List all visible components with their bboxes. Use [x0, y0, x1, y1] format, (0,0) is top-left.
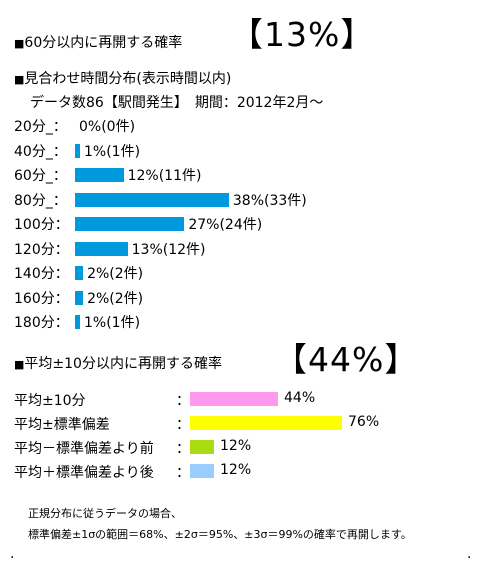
distribution-bar [75, 217, 185, 231]
heading-avg10-text: 平均±10分以内に再開する確率 [24, 356, 222, 372]
data-meta: データ数86【駅間発生】 期間：2012年2月〜 [30, 95, 324, 111]
probability-value-label: 12% [220, 462, 252, 478]
distribution-value-label: 12%(11件) [127, 168, 202, 184]
square-bullet-icon: ■ [14, 73, 25, 86]
distribution-value-label: 13%(12件) [131, 241, 206, 258]
distribution-value-label: 0%(0件) [79, 119, 136, 135]
probability-separator: ： [176, 417, 190, 433]
distribution-category-label: 80分_： [14, 192, 67, 209]
distribution-bar [75, 168, 124, 182]
probability-category-label: 平均±10分 [14, 393, 86, 409]
distribution-bar [75, 241, 128, 256]
probability-separator: ： [176, 393, 190, 409]
probability-category-label: 平均＋標準偏差より後 [14, 465, 154, 481]
distribution-value-label: 38%(33件) [232, 192, 307, 209]
heading-60min-text: 60分以内に再開する確率 [24, 35, 183, 51]
distribution-bar [75, 192, 229, 207]
square-bullet-icon: ■ [14, 37, 25, 50]
dot-left: . [10, 546, 15, 562]
note-line-2: 標準偏差±1σの範囲＝68%、±2σ＝95%、±3σ＝99%の確率で再開します。 [28, 528, 412, 541]
distribution-bar [75, 143, 80, 158]
distribution-category-label: 120分： [14, 241, 69, 258]
square-bullet-icon: ■ [14, 358, 25, 371]
distribution-bar [75, 266, 84, 280]
probability-category-label: 平均－標準偏差より前 [14, 441, 154, 457]
probability-separator: ： [176, 465, 190, 481]
distribution-category-label: 20分_： [14, 119, 67, 135]
heading-distribution-text: 見合わせ時間分布(表示時間以内) [24, 71, 232, 87]
heading-60min-value: 【13%】 [230, 15, 375, 54]
heading-60min: ■60分以内に再開する確率 [14, 32, 182, 52]
distribution-value-label: 27%(24件) [188, 217, 263, 233]
distribution-value-label: 2%(2件) [87, 290, 144, 307]
probability-value-label: 12% [220, 438, 252, 454]
heading-avg10: ■平均±10分以内に再開する確率 [14, 353, 222, 373]
note-line-1: 正規分布に従うデータの場合、 [28, 507, 182, 520]
distribution-category-label: 60分_： [14, 168, 67, 184]
heading-avg10-value: 【44%】 [274, 340, 419, 379]
distribution-category-label: 180分： [14, 315, 69, 331]
probability-bar [190, 392, 278, 406]
distribution-category-label: 140分： [14, 266, 69, 282]
distribution-bar [75, 315, 80, 329]
dot-right: . [467, 546, 472, 562]
distribution-category-label: 40分_： [14, 143, 67, 160]
distribution-category-label: 100分： [14, 217, 69, 233]
heading-distribution: ■見合わせ時間分布(表示時間以内) [14, 68, 231, 88]
distribution-value-label: 2%(2件) [87, 266, 144, 282]
distribution-bar [75, 290, 84, 305]
probability-separator: ： [176, 441, 190, 457]
probability-bar [190, 440, 214, 454]
distribution-value-label: 1%(1件) [84, 143, 141, 160]
probability-value-label: 76% [348, 414, 380, 430]
probability-bar [190, 464, 214, 478]
probability-bar [190, 416, 342, 430]
probability-value-label: 44% [284, 390, 316, 406]
distribution-category-label: 160分： [14, 290, 69, 307]
probability-category-label: 平均±標準偏差 [14, 417, 110, 433]
distribution-value-label: 1%(1件) [84, 315, 141, 331]
